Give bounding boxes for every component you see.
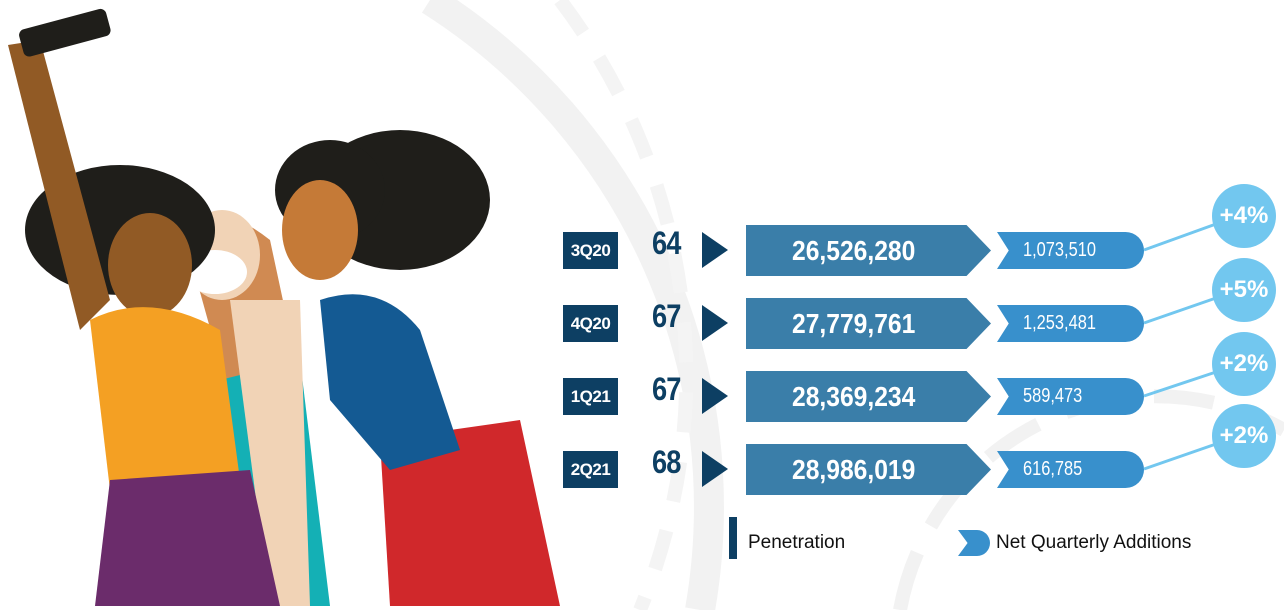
quarter-label: 4Q20 — [563, 305, 618, 342]
net-additions-pill: 1,253,481 — [997, 305, 1144, 342]
legend-penetration-label: Penetration — [748, 532, 846, 553]
subscribers-arrow: 27,779,761 — [746, 298, 991, 349]
net-additions-value: 589,473 — [1023, 385, 1083, 407]
net-additions-value: 1,253,481 — [1023, 312, 1096, 334]
subscribers-arrow: 28,369,234 — [746, 371, 991, 422]
subscribers-value: 28,369,234 — [792, 380, 916, 412]
selfie-illustration — [8, 8, 560, 606]
row-1q21: 1Q21 67 28,369,234 589,473 — [0, 365, 1284, 425]
growth-badge: +5% — [1212, 258, 1276, 322]
quarter-label: 1Q21 — [563, 378, 618, 415]
net-additions-pill: 1,073,510 — [997, 232, 1144, 269]
penetration-value: 67 — [652, 371, 681, 407]
subscribers-value: 26,526,280 — [792, 234, 916, 266]
row-2q21: 2Q21 68 28,986,019 616,785 — [0, 438, 1284, 498]
connector-line — [1143, 370, 1217, 398]
subscribers-arrow: 26,526,280 — [746, 225, 991, 276]
net-additions-pill: 616,785 — [997, 451, 1144, 488]
quarter-label: 3Q20 — [563, 232, 618, 269]
row-4q20: 4Q20 67 27,779,761 1,253,481 — [0, 292, 1284, 352]
net-additions-pill: 589,473 — [997, 378, 1144, 415]
penetration-value: 68 — [652, 444, 681, 480]
arrow-icon — [702, 378, 728, 414]
subscribers-value: 28,986,019 — [792, 453, 916, 485]
legend-penetration-swatch — [729, 517, 737, 559]
arrow-icon — [702, 305, 728, 341]
penetration-value: 64 — [652, 225, 681, 261]
growth-badge: +2% — [1212, 404, 1276, 468]
legend-net-additions-label: Net Quarterly Additions — [996, 532, 1192, 553]
net-additions-value: 616,785 — [1023, 458, 1083, 480]
connector-line — [1143, 296, 1217, 325]
subscribers-value: 27,779,761 — [792, 307, 916, 339]
arrow-icon — [702, 232, 728, 268]
connector-line — [1143, 442, 1217, 471]
arrow-icon — [702, 451, 728, 487]
net-additions-value: 1,073,510 — [1023, 239, 1096, 261]
penetration-value: 67 — [652, 298, 681, 334]
growth-badge: +4% — [1212, 184, 1276, 248]
subscribers-arrow: 28,986,019 — [746, 444, 991, 495]
row-3q20: 3Q20 64 26,526,280 1,073,510 — [0, 219, 1284, 279]
quarter-label: 2Q21 — [563, 451, 618, 488]
growth-badge: +2% — [1212, 332, 1276, 396]
connector-line — [1143, 222, 1217, 252]
